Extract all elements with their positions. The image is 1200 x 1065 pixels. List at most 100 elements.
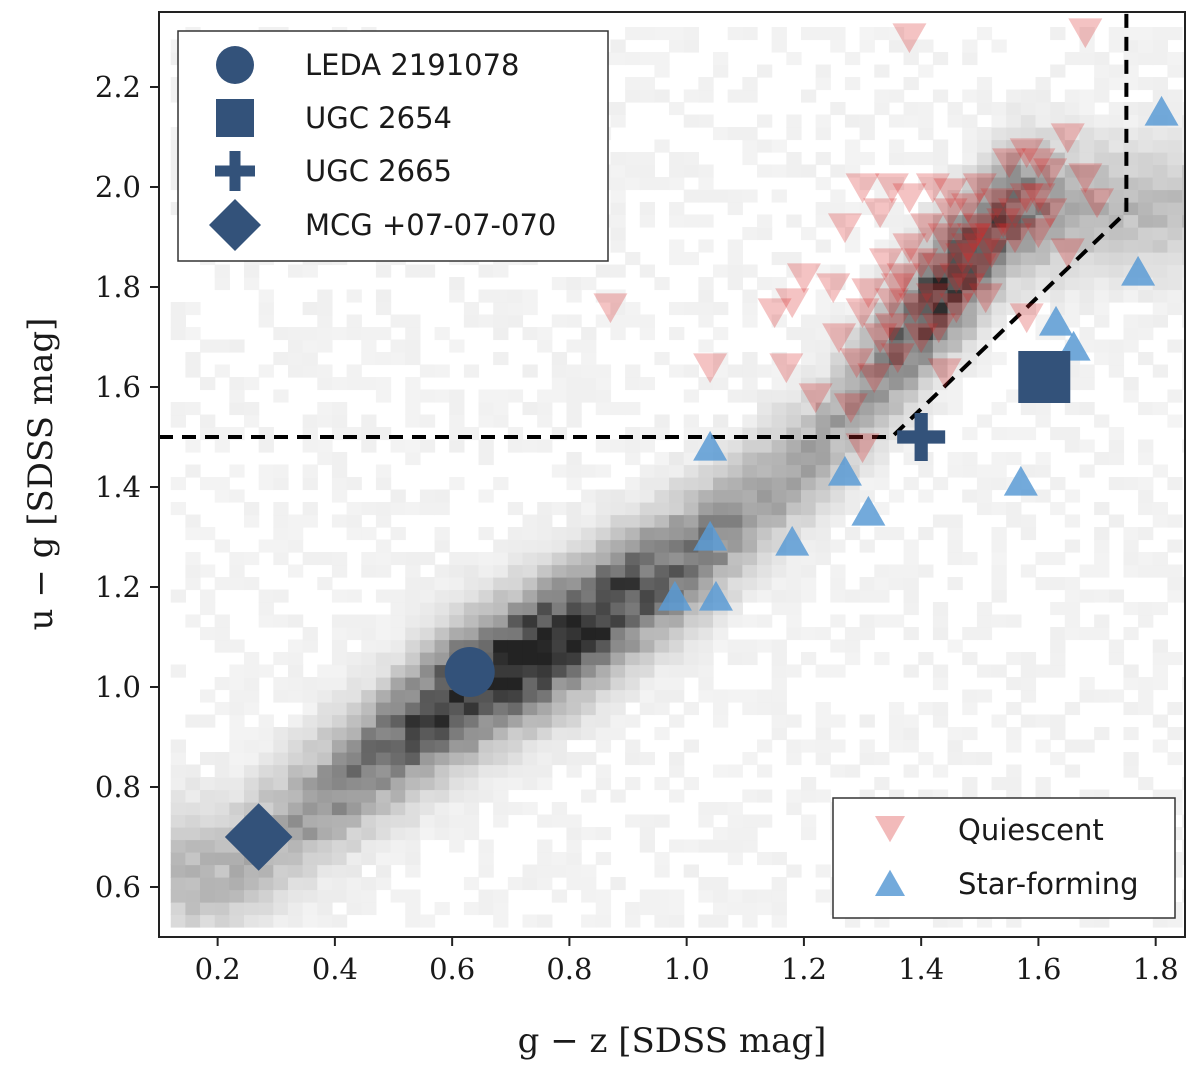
density-cell <box>976 302 993 316</box>
density-cell <box>405 777 421 791</box>
density-cell <box>170 902 186 916</box>
density-cell <box>595 539 612 553</box>
density-cell <box>625 664 641 678</box>
density-cell <box>962 89 978 103</box>
density-cell <box>244 414 260 428</box>
density-cell <box>757 439 773 453</box>
density-cell <box>669 614 685 628</box>
density-cell <box>537 552 553 566</box>
density-cell <box>1138 27 1154 41</box>
density-cell <box>625 589 641 603</box>
density-cell <box>317 677 333 691</box>
density-cell <box>683 414 699 428</box>
density-cell <box>698 489 714 503</box>
density-cell <box>1108 177 1125 191</box>
density-cell <box>1020 227 1037 241</box>
density-cell <box>493 739 509 753</box>
density-cell <box>405 589 421 603</box>
density-cell <box>522 777 538 791</box>
quiescent-point <box>974 223 1009 254</box>
density-cell <box>669 902 685 916</box>
density-cell <box>1050 114 1066 128</box>
density-cell <box>815 377 831 391</box>
density-cell <box>566 702 582 716</box>
density-cell <box>610 789 626 803</box>
density-cell <box>1138 239 1154 253</box>
quiescent-point <box>1009 138 1044 169</box>
density-cell <box>1167 264 1183 278</box>
density-cell <box>830 439 846 453</box>
density-cell <box>1138 452 1154 466</box>
density-cell <box>1094 727 1110 741</box>
density-cell <box>815 452 831 466</box>
density-cell <box>786 377 802 391</box>
density-cell <box>1079 364 1095 378</box>
density-cell <box>581 339 597 353</box>
density-cell <box>610 639 626 653</box>
density-cell <box>654 702 670 716</box>
density-cell <box>1182 364 1185 378</box>
x-tick-label: 1.0 <box>664 952 710 986</box>
density-cell <box>698 914 714 928</box>
density-cell <box>815 239 831 253</box>
density-cell <box>478 752 494 766</box>
density-cell <box>419 589 436 603</box>
density-cell <box>932 214 949 228</box>
density-cell <box>683 439 699 453</box>
density-cell <box>522 302 538 316</box>
quiescent-point <box>816 273 851 304</box>
density-cell <box>302 827 318 841</box>
density-cell <box>1064 439 1081 453</box>
density-cell <box>903 252 919 266</box>
density-cell <box>727 127 743 141</box>
density-cell <box>742 189 758 203</box>
quiescent-point <box>892 23 927 54</box>
density-cell <box>742 352 758 366</box>
density-cell <box>346 752 362 766</box>
density-cell <box>991 264 1007 278</box>
quiescent-point <box>886 263 921 294</box>
density-cell <box>1138 677 1154 691</box>
density-cell <box>771 364 787 378</box>
density-cell <box>507 589 524 603</box>
density-cell <box>273 502 289 516</box>
density-cell <box>610 702 626 716</box>
density-cell <box>566 402 582 416</box>
density-cell <box>654 664 670 678</box>
density-cell <box>1079 152 1095 166</box>
density-cell <box>1094 614 1110 628</box>
density-cell <box>1152 264 1169 278</box>
density-cell <box>419 439 436 453</box>
density-cell <box>1035 214 1051 228</box>
density-cell <box>903 277 919 291</box>
density-cell <box>888 377 905 391</box>
density-cell <box>1123 727 1139 741</box>
density-cell <box>1050 252 1066 266</box>
density-cell <box>551 464 568 478</box>
density-cell <box>244 277 260 291</box>
density-cell <box>874 577 890 591</box>
density-cell <box>1108 152 1125 166</box>
density-cell <box>390 489 406 503</box>
density-cell <box>669 514 685 528</box>
density-cell <box>1064 627 1081 641</box>
density-cell <box>932 402 949 416</box>
density-cell <box>1094 139 1110 153</box>
density-cell <box>1167 164 1183 178</box>
density-cell <box>1035 489 1051 503</box>
density-cell <box>493 714 509 728</box>
density-cell <box>844 439 861 453</box>
density-cell <box>302 689 318 703</box>
density-cell <box>258 902 274 916</box>
density-cell <box>698 814 714 828</box>
density-cell <box>302 714 318 728</box>
density-cell <box>786 114 802 128</box>
density-cell <box>1182 64 1185 78</box>
density-cell <box>1050 552 1066 566</box>
density-cell <box>947 264 963 278</box>
density-cell <box>170 589 186 603</box>
density-cell <box>507 389 524 403</box>
density-cell <box>244 739 260 753</box>
density-cell <box>698 214 714 228</box>
density-cell <box>771 452 787 466</box>
